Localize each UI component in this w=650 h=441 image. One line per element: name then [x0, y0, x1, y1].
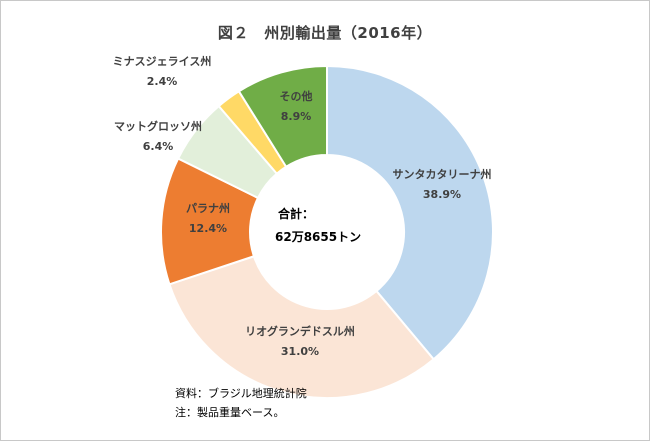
slice-name-label: リオグランデドスル州: [245, 324, 355, 338]
chart-title: 図２ 州別輸出量（2016年）: [217, 24, 433, 42]
slice-percent-label: 38.9%: [423, 188, 461, 201]
slice-percent-label: 31.0%: [281, 345, 319, 358]
slice-percent-label: 12.4%: [189, 222, 227, 235]
center-total-value: 62万8655トン: [275, 230, 361, 244]
slice-percent-label: 8.9%: [281, 110, 312, 123]
slice-name-label: その他: [280, 89, 313, 103]
slice-percent-label: 6.4%: [143, 140, 174, 153]
slice-percent-label: 2.4%: [147, 75, 178, 88]
center-total-label: 合計：: [278, 206, 314, 221]
donut-slice: [326, 64, 494, 361]
notes: 資料：ブラジル地理統計院 注：製品重量ベース。: [175, 384, 307, 422]
donut-slice: [237, 64, 328, 169]
donut-slice: [168, 254, 436, 399]
source-note: 資料：ブラジル地理統計院: [175, 387, 307, 400]
weight-note: 注：製品重量ベース。: [175, 406, 285, 419]
slice-name-label: ミナスジェライス州: [113, 55, 212, 68]
slice-name-label: サンタカタリーナ州: [393, 168, 492, 181]
slice-name-label: マットグロッソ州: [114, 119, 202, 133]
slice-name-label: パラナ州: [186, 202, 230, 215]
